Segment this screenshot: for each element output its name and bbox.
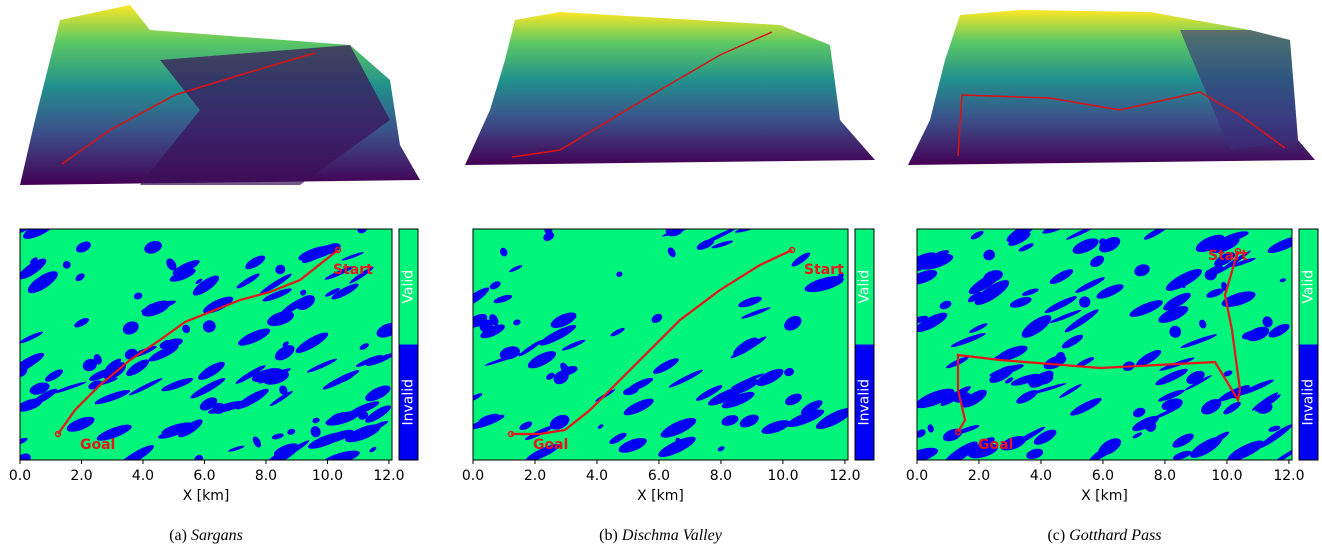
caption-name: Gotthard Pass (1069, 527, 1161, 544)
x-tick-label: 6.0 (1092, 468, 1114, 484)
caption: (b) Dischma Valley (599, 527, 723, 544)
x-tick-label: 2.0 (524, 468, 546, 484)
x-tick-label: 8.0 (710, 468, 732, 484)
x-tick-label: 10.0 (767, 468, 798, 484)
x-tick-label: 12.0 (829, 468, 860, 484)
start-label: Start (804, 262, 844, 278)
x-tick-label: 12.0 (373, 468, 404, 484)
x-tick-label: 0.0 (906, 468, 928, 484)
x-tick-label: 4.0 (132, 468, 154, 484)
caption: (a) Sargans (169, 527, 243, 544)
caption-label: (a) (169, 527, 187, 544)
caption-name: Sargans (191, 527, 243, 544)
x-tick-label: 12.0 (1273, 468, 1304, 484)
colorbar-label: Valid (401, 270, 417, 304)
caption-name: Dischma Valley (621, 527, 723, 544)
caption-label: (b) (599, 527, 618, 544)
x-tick-label: 6.0 (648, 468, 670, 484)
colorbar-label: Valid (857, 270, 873, 304)
x-tick-label: 6.0 (193, 468, 215, 484)
x-tick-label: 8.0 (255, 468, 277, 484)
colorbar-label: Invalid (857, 379, 873, 426)
x-axis-label: X [km] (183, 488, 230, 504)
goal-label: Goal (80, 437, 115, 453)
x-axis-label: X [km] (637, 488, 684, 504)
goal-label: Goal (533, 437, 568, 453)
x-tick-label: 10.0 (1211, 468, 1242, 484)
x-tick-label: 2.0 (70, 468, 92, 484)
colorbar-label: Invalid (401, 379, 417, 426)
x-tick-label: 10.0 (312, 468, 343, 484)
x-axis-label: X [km] (1081, 488, 1128, 504)
goal-label: Goal (978, 437, 1013, 453)
figure: Start Goal Valid Invalid 0.0 2.0 4.0 6.0 8.0 10.0… (0, 0, 1322, 548)
caption: (c) Gotthard Pass (1047, 527, 1161, 544)
start-label: Start (1208, 248, 1248, 264)
x-tick-label: 8.0 (1154, 468, 1176, 484)
colorbar-label: Valid (1301, 270, 1317, 304)
x-tick-label: 4.0 (586, 468, 608, 484)
start-label: Start (333, 262, 373, 278)
terrain (465, 12, 875, 165)
caption-label: (c) (1047, 527, 1065, 544)
x-tick-label: 2.0 (968, 468, 990, 484)
x-tick-label: 0.0 (462, 468, 484, 484)
x-tick-label: 4.0 (1030, 468, 1052, 484)
x-tick-label: 0.0 (9, 468, 31, 484)
colorbar-label: Invalid (1301, 379, 1317, 426)
